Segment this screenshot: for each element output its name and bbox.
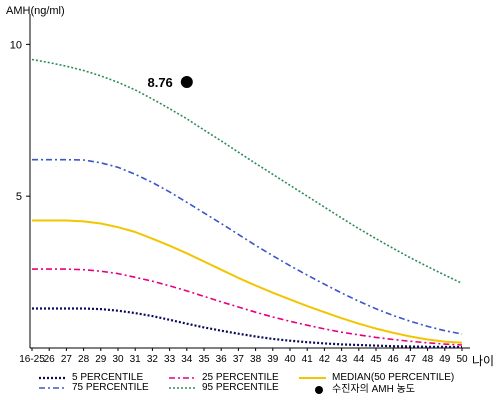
legend-swatch-25-percentile: [169, 377, 196, 379]
legend-item-25-percentile: 25 PERCENTILE: [168, 372, 298, 384]
x-tick-label: 30: [112, 354, 124, 365]
legend-label-patient-amh: 수진자의 AMH 농도: [332, 384, 415, 395]
series-line-0: [32, 307, 463, 349]
legend-label-25-percentile: 25 PERCENTILE: [202, 372, 279, 383]
chart-series: [31, 58, 463, 349]
legend-item-75-percentile: 75 PERCENTILE: [38, 382, 178, 394]
legend-dot-icon: [315, 386, 323, 394]
x-tick-label: 29: [95, 354, 107, 365]
x-tick-label: 31: [130, 354, 142, 365]
x-tick-label: 40: [284, 354, 296, 365]
x-tick-label: 33: [164, 354, 176, 365]
legend-swatch-75-percentile: [39, 387, 66, 389]
x-tick-label: 32: [147, 354, 159, 365]
x-tick-label: 43: [336, 354, 348, 365]
x-tick-label: 45: [370, 354, 382, 365]
patient-amh-point: [180, 76, 193, 89]
legend-item-95-percentile: 95 PERCENTILE: [168, 382, 298, 394]
x-tick-label: 42: [319, 354, 331, 365]
legend-swatch-5-percentile: [39, 376, 66, 380]
chart-highlight-group: 8.76: [147, 75, 193, 90]
x-tick-label: 48: [422, 354, 434, 365]
legend-label-75-percentile: 75 PERCENTILE: [72, 382, 149, 393]
legend-swatch-median: [299, 377, 326, 379]
x-axis-title: 나이: [472, 354, 494, 368]
x-tick-label: 26: [44, 354, 56, 365]
legend-label-5-percentile: 5 PERCENTILE: [72, 372, 144, 383]
x-tick-label: 39: [267, 354, 279, 365]
legend-label-median: MEDIAN(50 PERCENTILE): [332, 372, 455, 383]
legend-item-median: MEDIAN(50 PERCENTILE): [298, 372, 498, 384]
legend-item-patient-amh: 수진자의 AMH 농도: [298, 384, 498, 396]
x-tick-label: 36: [216, 354, 228, 365]
x-tick-label: 44: [353, 354, 365, 365]
y-tick-label: 5: [16, 191, 22, 203]
x-tick-label: 38: [250, 354, 262, 365]
x-tick-label: 47: [405, 354, 417, 365]
x-tick-label: 49: [439, 354, 451, 365]
x-tick-label: 37: [233, 354, 245, 365]
series-line-1: [32, 268, 463, 346]
x-tick-label: 50: [456, 354, 468, 365]
x-tick-label: 34: [181, 354, 193, 365]
legend-label-95-percentile: 95 PERCENTILE: [202, 382, 279, 393]
legend-item-5-percentile: 5 PERCENTILE: [38, 372, 178, 384]
x-tick-label: 27: [61, 354, 73, 365]
y-axis-title: AMH(ng/ml): [6, 5, 65, 17]
x-tick-label: 28: [78, 354, 90, 365]
x-tick-label: 41: [302, 354, 314, 365]
y-tick-label: 10: [10, 39, 22, 51]
patient-amh-value-label: 8.76: [147, 75, 172, 90]
x-tick-label: 35: [198, 354, 210, 365]
series-line-2: [32, 219, 463, 344]
legend-swatch-95-percentile: [169, 387, 196, 389]
x-tick-label: 16-25: [19, 354, 45, 365]
series-line-4: [31, 58, 463, 285]
series-line-3: [32, 158, 463, 335]
x-tick-label: 46: [388, 354, 400, 365]
